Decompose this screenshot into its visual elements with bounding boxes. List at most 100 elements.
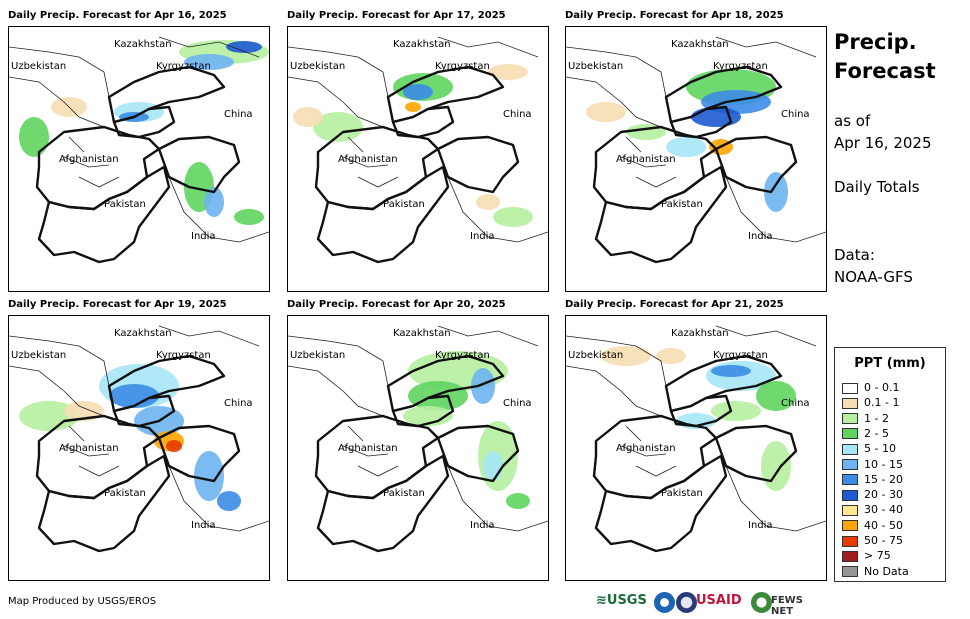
precip-area [194, 451, 224, 501]
forecast-panel: Daily Precip. Forecast for Apr 18, 2025 K… [565, 10, 833, 292]
panel-title: Daily Precip. Forecast for Apr 17, 2025 [287, 10, 506, 21]
country-label-kazakhstan: Kazakhstan [671, 39, 729, 50]
admin-boundary [620, 425, 677, 477]
legend-label: > 75 [864, 549, 891, 563]
country-boundary [112, 105, 176, 139]
precip-map: Kazakhstan Uzbekistan Kyrgyzstan China Afgha… [287, 26, 549, 292]
precip-area [19, 401, 79, 431]
country-boundary [314, 125, 440, 211]
admin-boundary [566, 76, 662, 128]
admin-boundary [158, 325, 260, 347]
admin-boundary [63, 425, 120, 477]
admin-boundary [342, 136, 399, 188]
title-line-1: Precip. [834, 30, 917, 54]
legend-swatch [842, 382, 858, 394]
admin-boundary [715, 325, 817, 347]
precip-area [166, 440, 182, 452]
credit-text: Map Produced by USGS/EROS [8, 596, 157, 607]
country-label-kyrgyzstan: Kyrgyzstan [713, 350, 768, 361]
country-label-pakistan: Pakistan [661, 199, 703, 210]
country-label-afghanistan: Afghanistan [338, 443, 398, 454]
precip-area [506, 493, 530, 509]
country-boundary [316, 165, 450, 264]
precip-map: Kazakhstan Uzbekistan Kyrgyzstan China Afgha… [287, 315, 549, 581]
legend-item: No Data [842, 565, 909, 579]
country-label-kyrgyzstan: Kyrgyzstan [156, 350, 211, 361]
precip-area [483, 451, 503, 481]
country-boundary [314, 414, 440, 500]
country-label-pakistan: Pakistan [383, 488, 425, 499]
country-label-pakistan: Pakistan [661, 488, 703, 499]
state-seal-icon [676, 592, 697, 613]
forecast-panel: Daily Precip. Forecast for Apr 20, 2025 K… [287, 299, 555, 581]
country-label-kazakhstan: Kazakhstan [671, 328, 729, 339]
legend-item: 5 - 10 [842, 442, 896, 456]
country-label-china: China [503, 109, 532, 120]
legend-swatch [842, 550, 858, 562]
country-boundary [594, 454, 728, 553]
country-label-pakistan: Pakistan [104, 488, 146, 499]
country-label-afghanistan: Afghanistan [59, 154, 119, 165]
agency-logos: ≋USGS USAID FEWS NET [596, 591, 826, 617]
legend-item: 0 - 0.1 [842, 381, 899, 395]
admin-boundary [715, 36, 817, 58]
precip-area [109, 384, 159, 408]
country-boundary [316, 454, 450, 553]
admin-boundary [63, 136, 120, 188]
precip-area [656, 348, 686, 364]
precip-area [476, 194, 500, 210]
legend-item: 2 - 5 [842, 427, 889, 441]
map-canvas: Kazakhstan Uzbekistan Kyrgyzstan China Afgha… [566, 325, 826, 553]
forecast-panel: Daily Precip. Forecast for Apr 21, 2025 K… [565, 299, 833, 581]
as-of-block: as of Apr 16, 2025 [834, 110, 932, 154]
country-label-kazakhstan: Kazakhstan [114, 39, 172, 50]
legend-swatch [842, 413, 858, 425]
legend-swatch [842, 443, 858, 455]
country-label-india: India [470, 520, 495, 531]
country-label-afghanistan: Afghanistan [59, 443, 119, 454]
admin-boundary [9, 335, 110, 387]
map-canvas: Kazakhstan Uzbekistan Kyrgyzstan China Afgha… [288, 325, 548, 553]
admin-boundary [620, 136, 677, 188]
country-label-china: China [224, 109, 253, 120]
data-label: Data: [834, 246, 875, 264]
legend-item: 0.1 - 1 [842, 396, 899, 410]
country-label-kazakhstan: Kazakhstan [114, 328, 172, 339]
legend-label: 1 - 2 [864, 411, 889, 425]
country-boundary [37, 454, 171, 553]
country-label-china: China [781, 109, 810, 120]
country-label-uzbekistan: Uzbekistan [568, 350, 623, 361]
as-of-date: Apr 16, 2025 [834, 134, 932, 152]
legend-item: 10 - 15 [842, 458, 903, 472]
country-boundary [714, 424, 798, 483]
map-canvas: Kazakhstan Uzbekistan Kyrgyzstan China Afgha… [566, 36, 826, 264]
precip-area [313, 112, 363, 142]
country-boundary [391, 394, 455, 428]
country-boundary [594, 165, 728, 264]
admin-boundary [168, 465, 269, 532]
country-label-india: India [470, 231, 495, 242]
country-label-uzbekistan: Uzbekistan [11, 61, 66, 72]
country-label-uzbekistan: Uzbekistan [568, 61, 623, 72]
admin-boundary [725, 465, 826, 532]
forecast-panel: Daily Precip. Forecast for Apr 19, 2025 K… [8, 299, 276, 581]
legend-item: 1 - 2 [842, 412, 889, 426]
country-boundary [37, 165, 171, 264]
admin-boundary [158, 36, 260, 58]
country-label-pakistan: Pakistan [383, 199, 425, 210]
country-boundary [35, 125, 161, 211]
country-boundary [157, 135, 241, 194]
admin-boundary [447, 465, 548, 532]
usgs-logo: ≋USGS [596, 593, 647, 608]
precip-area [405, 102, 421, 112]
panel-title: Daily Precip. Forecast for Apr 19, 2025 [8, 299, 227, 310]
legend-swatch [842, 520, 858, 532]
precip-area [403, 84, 433, 100]
map-canvas: Kazakhstan Uzbekistan Kyrgyzstan China Afgha… [9, 36, 269, 264]
legend-label: 10 - 15 [864, 457, 903, 471]
admin-boundary [566, 46, 667, 98]
country-label-uzbekistan: Uzbekistan [11, 350, 66, 361]
panel-title: Daily Precip. Forecast for Apr 16, 2025 [8, 10, 227, 21]
legend-item: 15 - 20 [842, 473, 903, 487]
